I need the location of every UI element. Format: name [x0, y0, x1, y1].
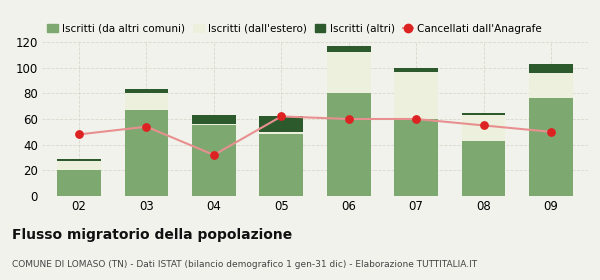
- Point: [412, 117, 421, 121]
- Bar: [259, 132, 303, 134]
- Bar: [327, 93, 371, 196]
- Bar: [394, 119, 438, 196]
- Bar: [529, 64, 573, 73]
- Bar: [529, 73, 573, 99]
- Text: Flusso migratorio della popolazione: Flusso migratorio della popolazione: [12, 228, 292, 242]
- Point: [546, 130, 556, 134]
- Point: [344, 117, 353, 121]
- Bar: [125, 90, 169, 93]
- Bar: [192, 115, 236, 124]
- Bar: [125, 110, 169, 196]
- Bar: [192, 125, 236, 196]
- Bar: [327, 46, 371, 52]
- Bar: [57, 170, 101, 196]
- Point: [209, 153, 218, 157]
- Point: [142, 124, 151, 129]
- Bar: [461, 115, 505, 141]
- Bar: [57, 159, 101, 161]
- Bar: [259, 134, 303, 196]
- Bar: [394, 68, 438, 71]
- Legend: Iscritti (da altri comuni), Iscritti (dall'estero), Iscritti (altri), Cancellati: Iscritti (da altri comuni), Iscritti (da…: [47, 24, 542, 34]
- Bar: [394, 71, 438, 119]
- Bar: [57, 161, 101, 170]
- Bar: [125, 93, 169, 110]
- Bar: [259, 116, 303, 132]
- Bar: [461, 113, 505, 115]
- Bar: [192, 124, 236, 125]
- Text: COMUNE DI LOMASO (TN) - Dati ISTAT (bilancio demografico 1 gen-31 dic) - Elabora: COMUNE DI LOMASO (TN) - Dati ISTAT (bila…: [12, 260, 477, 269]
- Bar: [327, 52, 371, 93]
- Bar: [461, 141, 505, 196]
- Point: [74, 132, 84, 137]
- Point: [479, 123, 488, 128]
- Point: [277, 114, 286, 119]
- Bar: [529, 99, 573, 196]
